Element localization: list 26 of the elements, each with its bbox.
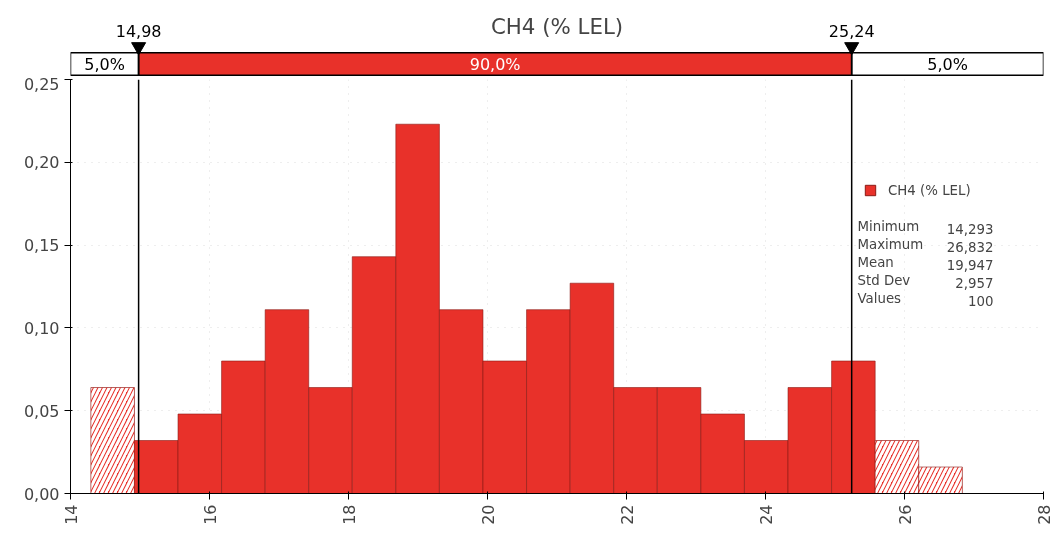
legend-label: CH4 (% LEL) (888, 182, 971, 198)
x-tick-label: 14 (61, 504, 81, 525)
x-tick-label: 16 (200, 504, 220, 525)
ref-line-label: 25,24 (828, 22, 875, 42)
x-tick-label: 24 (756, 504, 776, 525)
x-tick-label: 20 (478, 504, 498, 525)
text: 5,0% (927, 54, 968, 74)
y-tick-label: 0,00 (23, 484, 60, 504)
text: 90,0% (469, 54, 521, 74)
chart-title: CH4 (% LEL) (490, 14, 624, 39)
y-tick-label: 0,15 (23, 236, 60, 256)
ref-line-label: 14,98 (115, 22, 162, 42)
text: 5,0% (84, 54, 125, 74)
y-tick-label: 0,25 (23, 74, 60, 94)
y-tick-label: 0,20 (23, 153, 60, 173)
y-tick-label: 0,05 (23, 401, 60, 421)
text: Std Dev 2,957 (857, 272, 994, 291)
x-tick-label: 28 (1034, 504, 1052, 525)
y-tick-label: 0,10 (23, 318, 60, 338)
x-tick-label: 22 (617, 504, 637, 525)
x-tick-label: 26 (895, 504, 915, 525)
text: Mean 19,947 (857, 254, 994, 273)
x-tick-label: 18 (339, 504, 359, 525)
text: Maximum 26,832 (857, 236, 994, 255)
text: Values 100 (857, 290, 994, 309)
text: Minimum 14,293 (857, 218, 994, 237)
